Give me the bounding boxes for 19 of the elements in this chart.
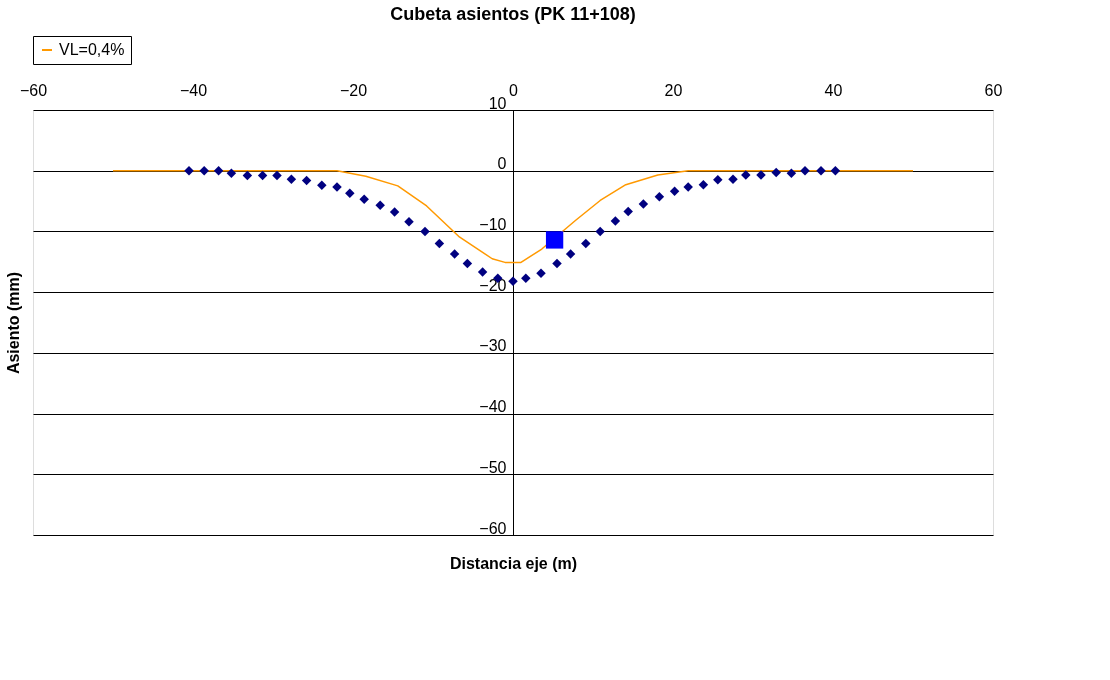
y-tick-label: −30: [479, 337, 507, 355]
x-tick-label: −40: [179, 81, 208, 99]
x-tick-label: 20: [664, 81, 683, 99]
y-tick-label: 0: [497, 155, 507, 173]
x-tick-label: 40: [824, 81, 843, 99]
y-tick-label: −40: [479, 398, 507, 416]
chart-title: Cubeta asientos (PK 11+108): [390, 3, 636, 24]
y-tick-label: −60: [479, 519, 507, 537]
x-tick-label: −20: [339, 81, 368, 99]
y-tick-label: −10: [479, 215, 507, 233]
y-tick-label: −50: [479, 458, 507, 476]
y-tick-label: −20: [479, 276, 507, 294]
x-tick-label: 60: [984, 81, 1003, 99]
x-tick-label: −60: [19, 81, 48, 99]
legend-label: VL=0,4%: [59, 41, 125, 58]
y-tick-label: 10: [488, 94, 507, 112]
x-tick-label: 0: [509, 81, 519, 99]
y-axis-title: Asiento (mm): [4, 271, 22, 375]
x-axis-title: Distancia eje (m): [449, 554, 578, 572]
